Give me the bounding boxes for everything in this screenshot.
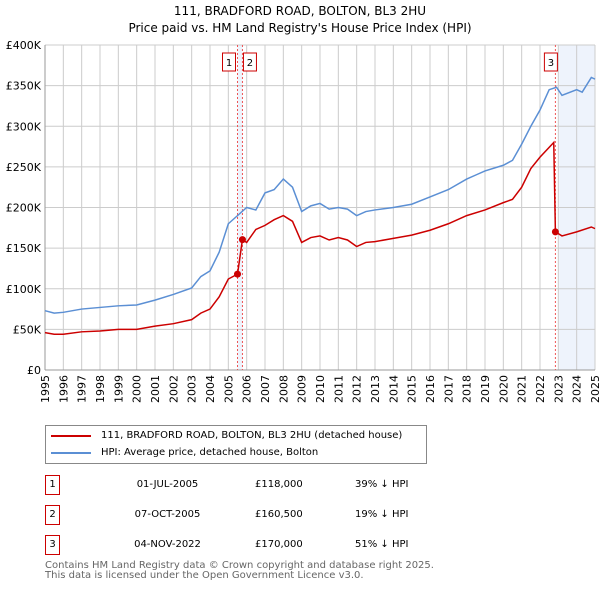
sale-hpi-diff: 19% ↓ HPI xyxy=(355,509,409,520)
sale-point xyxy=(234,270,241,278)
y-tick-label: £150K xyxy=(6,242,42,255)
sale-number: 1 xyxy=(45,475,60,495)
y-tick-label: £50K xyxy=(13,323,42,336)
x-tick-label: 2022 xyxy=(534,375,547,403)
x-tick-label: 2023 xyxy=(552,375,565,403)
x-tick-label: 2020 xyxy=(497,375,510,403)
sale-row: 3 04-NOV-2022 £170,000 51% ↓ HPI xyxy=(45,535,445,555)
sale-price: £118,000 xyxy=(255,479,303,490)
sale-label-box xyxy=(222,52,236,72)
x-tick-label: 2017 xyxy=(442,375,455,403)
plot-area: 1995 1996 1997 1998 1999 2000 2001 2002 2003 2004… xyxy=(6,39,600,403)
x-tick-label: 2004 xyxy=(204,375,217,403)
y-tick-label: £0 xyxy=(27,364,41,377)
sale-label: 3 xyxy=(548,58,554,69)
x-tick-label: 2024 xyxy=(571,375,584,403)
x-tick-label: 1997 xyxy=(76,375,89,403)
x-tick-label: 2008 xyxy=(277,375,290,403)
x-tick-label: 2002 xyxy=(167,375,180,403)
legend: 111, BRADFORD ROAD, BOLTON, BL3 2HU (det… xyxy=(45,425,427,464)
sale-label-box xyxy=(242,52,257,72)
y-tick-label: £300K xyxy=(6,120,42,133)
x-tick-label: 2006 xyxy=(241,375,254,403)
sale-label: 1 xyxy=(226,58,232,69)
sale-date: 01-JUL-2005 xyxy=(136,479,199,490)
x-tick-label: 2005 xyxy=(222,375,235,403)
sale-hpi-diff: 51% ↓ HPI xyxy=(355,539,409,550)
x-tick-label: 2018 xyxy=(461,375,474,403)
x-tick-label: 2015 xyxy=(406,375,419,403)
legend-label-property: 111, BRADFORD ROAD, BOLTON, BL3 2HU (det… xyxy=(101,430,403,441)
x-tick-label: 2012 xyxy=(351,375,364,403)
x-tick-label: 2003 xyxy=(186,375,199,403)
legend-swatch-hpi xyxy=(51,451,91,454)
x-tick-label: 2013 xyxy=(369,375,382,403)
y-tick-label: £400K xyxy=(6,39,42,52)
x-tick-label: 2010 xyxy=(314,375,327,403)
legend-swatch-property xyxy=(51,434,91,437)
sale-date: 07-OCT-2005 xyxy=(134,509,201,520)
x-tick-label: 2009 xyxy=(296,375,309,403)
x-tick-label: 1998 xyxy=(94,375,107,403)
x-tick-label: 1995 xyxy=(39,375,52,403)
sale-row: 1 01-JUL-2005 £118,000 39% ↓ HPI xyxy=(45,475,445,495)
x-tick-label: 2021 xyxy=(516,375,529,403)
legend-label-hpi: HPI: Average price, detached house, Bolt… xyxy=(101,447,319,458)
sale-label: 2 xyxy=(247,58,253,69)
x-tick-label: 2011 xyxy=(332,375,345,403)
x-tick-label: 2019 xyxy=(479,375,492,403)
x-tick-label: 2025 xyxy=(589,375,600,403)
sale-date: 04-NOV-2022 xyxy=(134,539,201,550)
sale-point xyxy=(551,228,559,236)
x-tick-label: 2014 xyxy=(387,375,400,403)
x-tick-label: 2001 xyxy=(149,375,162,403)
chart-subtitle: Price paid vs. HM Land Registry's House … xyxy=(128,21,472,35)
y-tick-label: £200K xyxy=(6,202,42,215)
sale-price: £170,000 xyxy=(255,539,303,550)
sale-label-box xyxy=(543,52,558,72)
chart-title: 111, BRADFORD ROAD, BOLTON, BL3 2HU xyxy=(173,4,427,18)
y-tick-label: £100K xyxy=(6,283,42,296)
series-line-property xyxy=(44,140,596,335)
y-tick-label: £250K xyxy=(6,161,42,174)
series-line-hpi xyxy=(44,76,596,314)
x-tick-label: 2000 xyxy=(131,375,144,403)
sale-point xyxy=(238,236,246,244)
x-tick-label: 1999 xyxy=(112,375,125,403)
sale-hpi-diff: 39% ↓ HPI xyxy=(355,479,409,490)
sale-row: 2 07-OCT-2005 £160,500 19% ↓ HPI xyxy=(45,505,445,525)
footer-line-2: This data is licensed under the Open Gov… xyxy=(45,570,364,581)
x-tick-label: 1996 xyxy=(57,375,70,403)
sale-number: 2 xyxy=(45,505,60,525)
footer-line-1: Contains HM Land Registry data © Crown c… xyxy=(45,560,434,571)
footer: Contains HM Land Registry data © Crown c… xyxy=(45,561,434,581)
y-tick-label: £350K xyxy=(6,80,42,93)
x-tick-label: 2016 xyxy=(424,375,437,403)
x-tick-label: 2007 xyxy=(259,375,272,403)
sale-price: £160,500 xyxy=(255,509,303,520)
sale-number: 3 xyxy=(45,535,60,555)
